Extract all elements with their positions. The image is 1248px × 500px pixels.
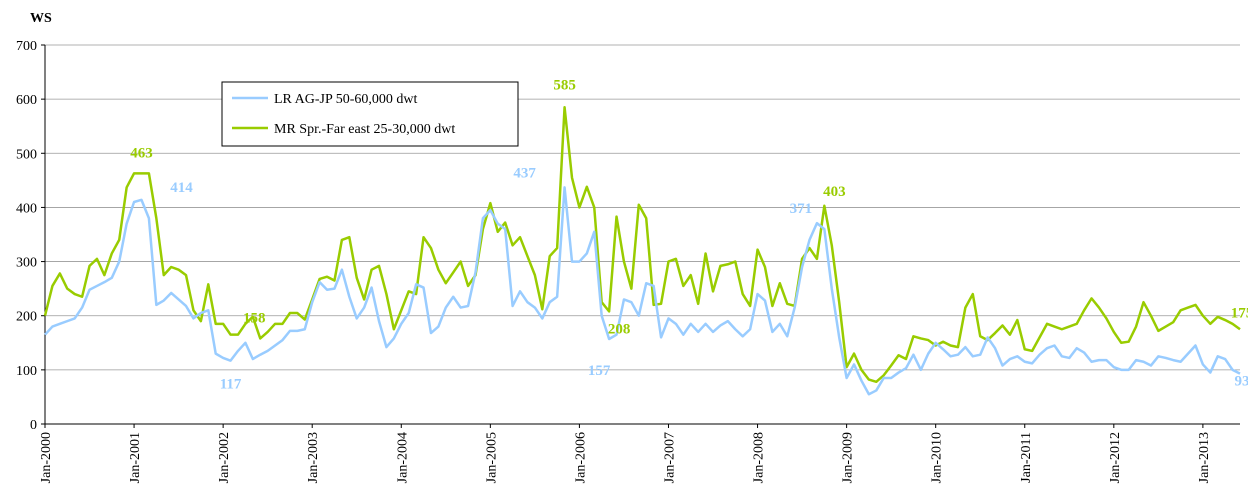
data-label: 117 (220, 377, 242, 393)
legend-label: LR AG-JP 50-60,000 dwt (274, 92, 417, 107)
x-tick-label: Jan-2005 (484, 432, 499, 483)
data-label: 158 (243, 310, 266, 326)
y-tick-label: 500 (16, 147, 37, 162)
series-line (44, 186, 1241, 396)
x-tick-label: Jan-2002 (217, 432, 232, 483)
x-tick-label: Jan-2006 (573, 432, 588, 483)
data-label: 403 (823, 184, 846, 200)
x-tick-label: Jan-2012 (1108, 432, 1123, 483)
data-label: 585 (553, 77, 576, 93)
legend-label: MR Spr.-Far east 25-30,000 dwt (274, 122, 455, 137)
y-tick-label: 100 (16, 364, 37, 379)
y-axis-title: WS (30, 11, 52, 26)
y-tick-label: 0 (30, 418, 37, 433)
x-tick-label: Jan-2001 (128, 432, 143, 483)
y-tick-label: 600 (16, 93, 37, 108)
data-label: 437 (513, 165, 536, 181)
data-label: 371 (790, 201, 813, 217)
data-label: 157 (588, 363, 611, 379)
y-tick-label: 200 (16, 310, 37, 325)
y-tick-label: 700 (16, 39, 37, 54)
legend: LR AG-JP 50-60,000 dwt MR Spr.-Far east 2… (221, 81, 519, 147)
data-label: 463 (130, 145, 153, 161)
x-tick-label: Jan-2000 (39, 432, 54, 483)
x-tick-label: Jan-2009 (841, 432, 856, 483)
legend-box (221, 81, 519, 147)
x-tick-label: Jan-2008 (752, 432, 767, 483)
data-label: 414 (170, 180, 193, 196)
x-tick-label: Jan-2003 (306, 432, 321, 483)
y-tick-label: 400 (16, 201, 37, 216)
data-label: 175 (1231, 305, 1248, 321)
x-tick-label: Jan-2013 (1197, 432, 1212, 483)
y-tick-label: 300 (16, 256, 37, 271)
data-label: 208 (608, 321, 631, 337)
x-tick-label: Jan-2010 (930, 432, 945, 483)
x-tick-label: Jan-2007 (662, 432, 677, 483)
x-tick-label: Jan-2004 (395, 432, 410, 483)
series-line (43, 106, 1241, 384)
data-label: 93 (1235, 374, 1248, 390)
x-tick-label: Jan-2011 (1019, 432, 1034, 483)
